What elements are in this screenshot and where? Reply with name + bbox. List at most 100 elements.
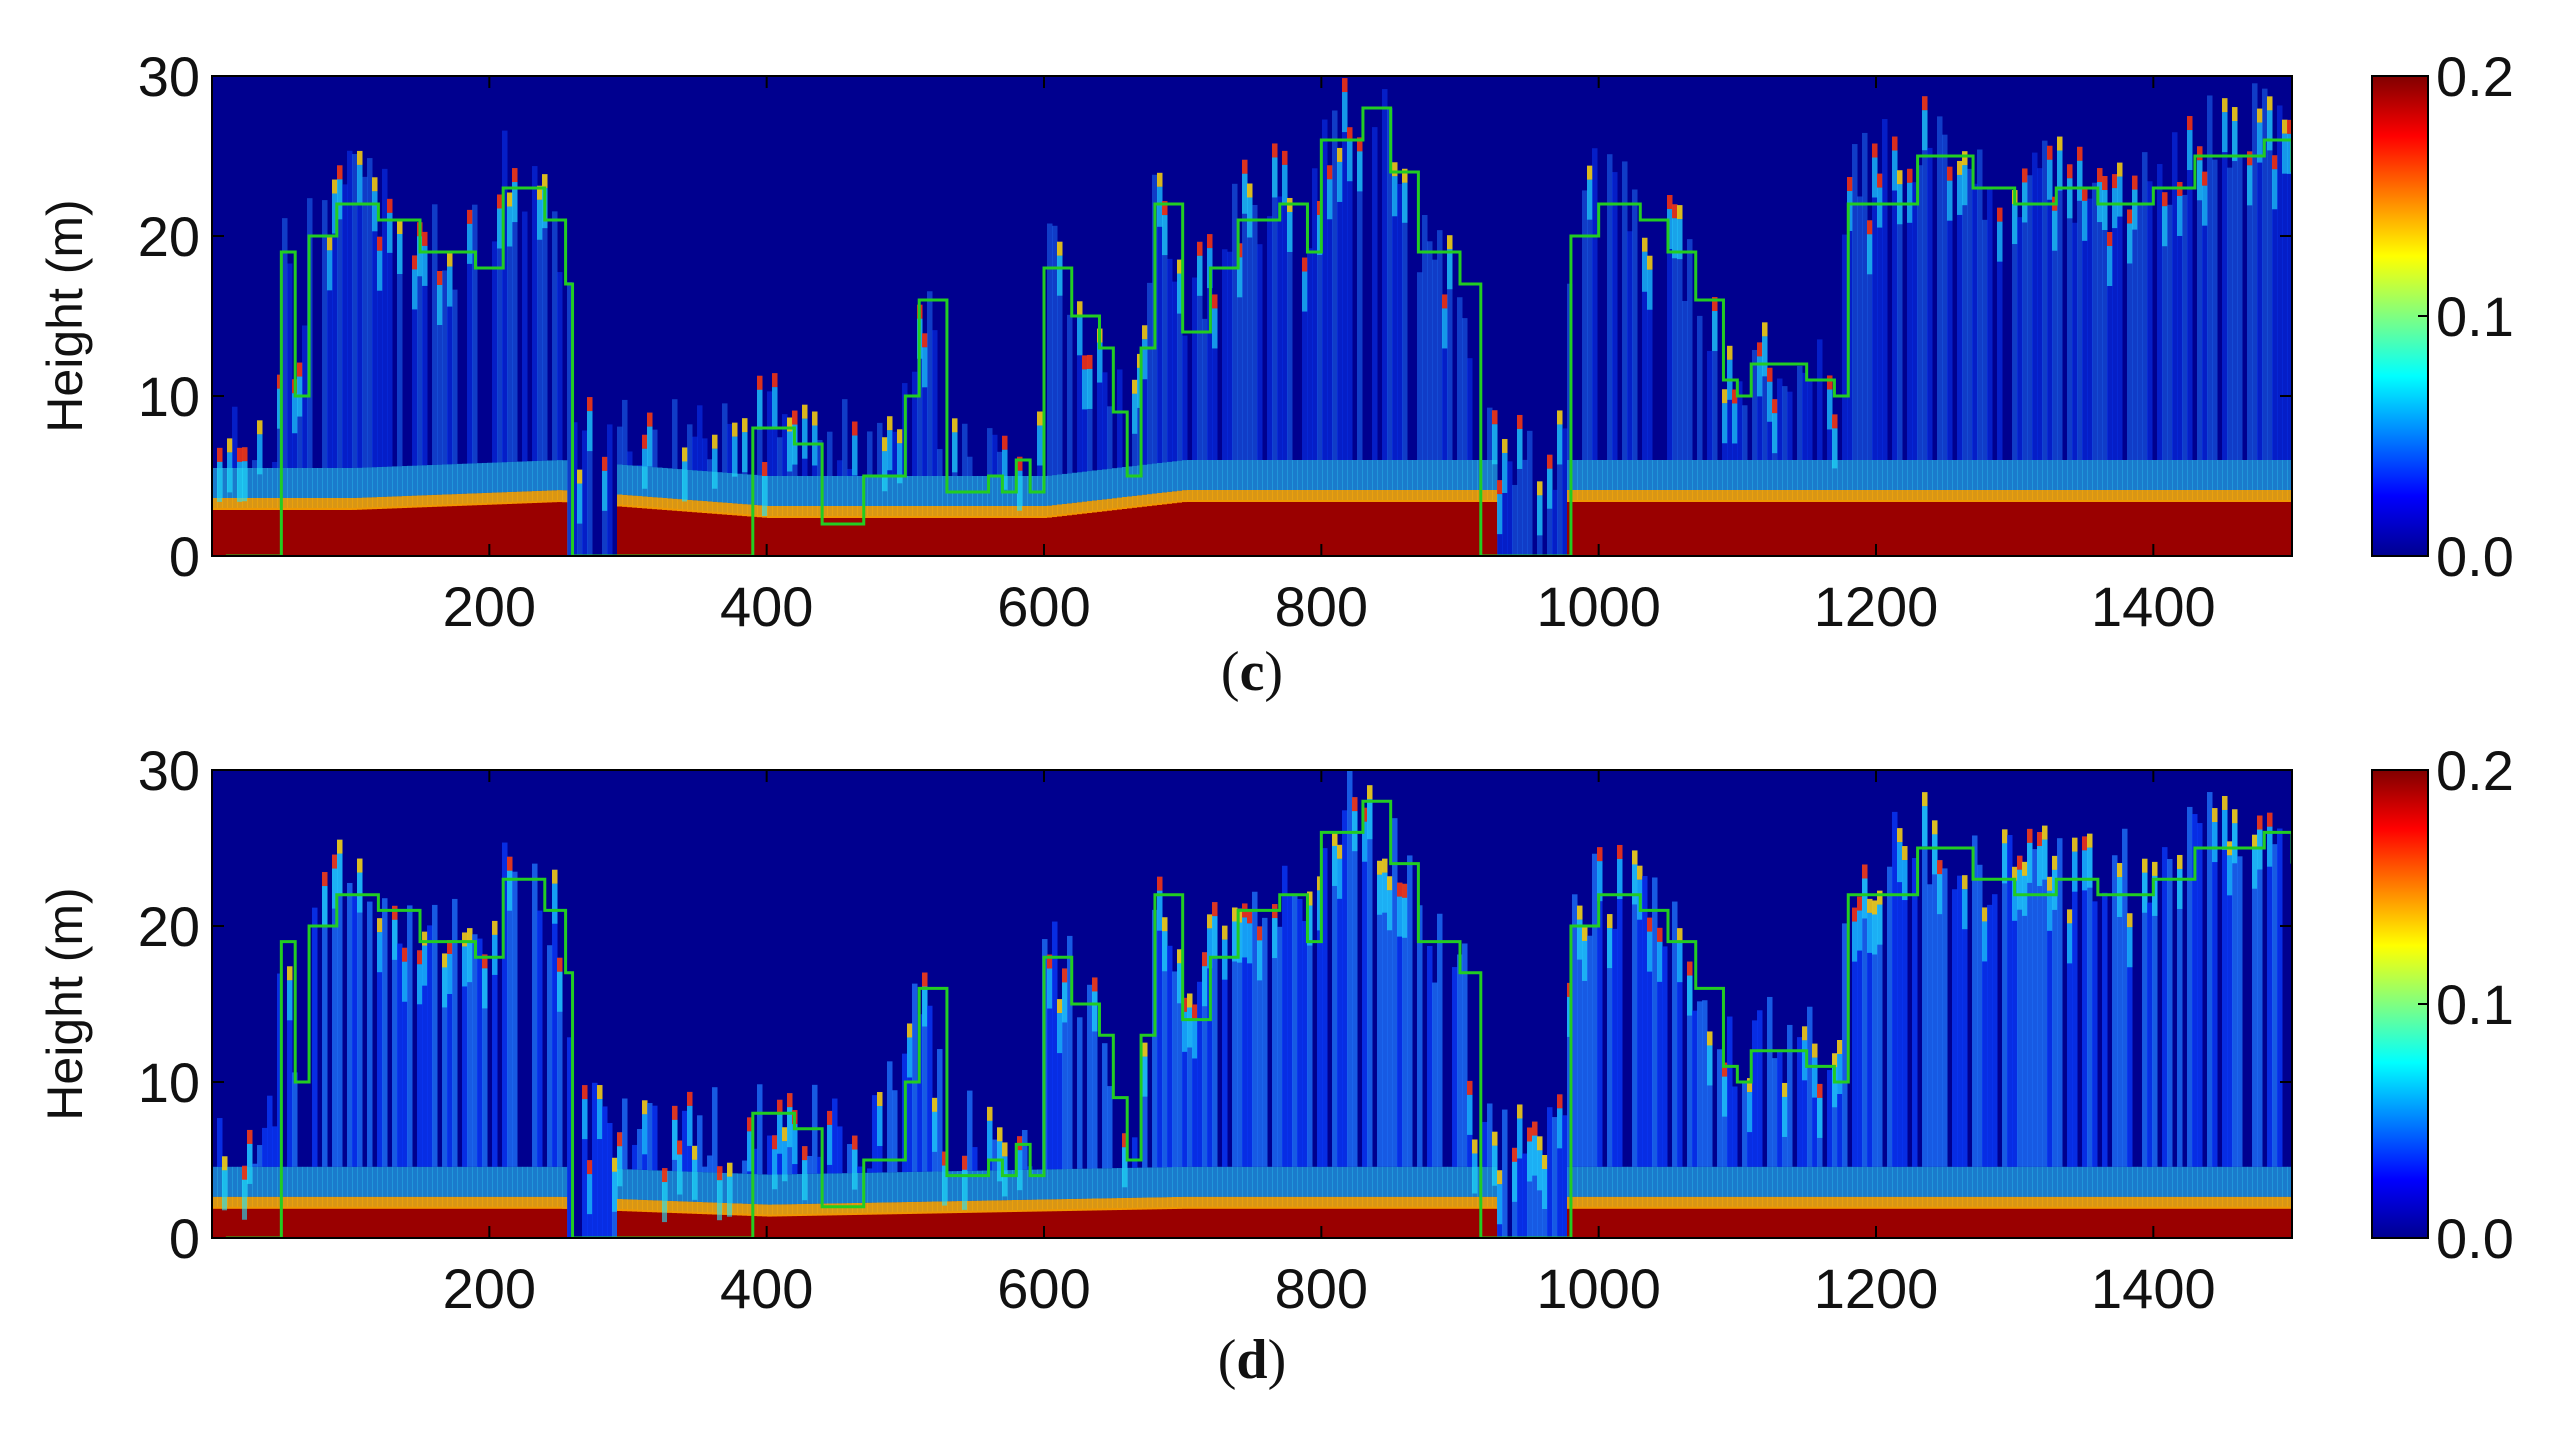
texture-strip [1167,1207,1173,1238]
texture-strip [1877,173,1883,460]
texture-strip [1672,901,1678,1167]
texture-strip [1682,500,1688,556]
texture-strip [1017,1199,1023,1212]
texture-strip [1917,1206,1923,1238]
texture-strip [2042,140,2048,460]
texture-strip [457,1206,463,1238]
texture-strip [1672,500,1678,556]
texture-strip [382,898,388,1167]
texture-strip [1957,875,1963,1167]
texture-strip [437,285,443,326]
texture-strip [2122,500,2128,556]
texture-strip [1927,500,1933,556]
texture-strip [1782,500,1788,556]
texture-strip [1802,1026,1808,1041]
texture-strip [987,1106,993,1121]
texture-strip [1587,490,1593,502]
texture-strip [1257,244,1263,460]
texture-strip [1697,460,1703,490]
texture-strip [1667,1206,1673,1238]
texture-strip [1732,1086,1738,1167]
texture-strip [547,1166,553,1197]
texture-strip [2117,1196,2123,1209]
y-tick-label: 20 [138,205,200,268]
texture-strip [982,1170,988,1201]
texture-strip [1627,1206,1633,1238]
texture-strip [1447,1206,1453,1238]
texture-strip [1237,243,1243,460]
texture-strip [542,174,548,189]
texture-strip [277,973,283,1167]
texture-strip [422,1166,428,1197]
texture-strip [1332,1206,1338,1238]
texture-strip [447,939,453,954]
texture-strip [1117,1208,1123,1238]
texture-strip [1722,1206,1728,1238]
texture-strip [1247,909,1253,924]
texture-strip [1052,475,1058,506]
texture-strip [1972,1166,1978,1197]
texture-strip [1362,1196,1368,1209]
texture-strip [2172,460,2178,490]
texture-strip [732,513,738,556]
texture-strip [512,1196,518,1209]
texture-strip [2157,1196,2163,1209]
texture-strip [2157,1166,2163,1197]
texture-strip [2027,1196,2033,1209]
texture-strip [662,497,668,510]
texture-strip [2177,1206,2183,1238]
texture-strip [1072,1198,1078,1211]
texture-strip [1327,179,1333,220]
texture-strip [672,1211,678,1238]
texture-strip [1162,1197,1168,1210]
texture-strip [1162,917,1168,1168]
texture-strip [1772,399,1778,414]
texture-strip [447,252,453,267]
texture-strip [1707,1031,1713,1046]
texture-strip [1597,1166,1603,1197]
texture-strip [1512,1147,1518,1162]
texture-strip [887,1202,893,1215]
texture-strip [627,495,633,508]
texture-strip [1907,168,1913,183]
texture-strip [2277,828,2283,1167]
texture-strip [2097,182,2103,223]
texture-strip [817,516,823,556]
texture-strip [977,1200,983,1213]
texture-strip [982,506,988,518]
texture-strip [1827,1196,1833,1209]
texture-strip [1427,460,1433,490]
texture-strip [1102,1208,1108,1238]
texture-strip [1912,1196,1918,1209]
texture-strip [1797,1206,1803,1238]
texture-strip [907,1201,913,1214]
texture-strip [1977,1206,1983,1238]
texture-strip [1317,460,1323,490]
texture-strip [382,506,388,556]
texture-strip [1672,460,1678,490]
texture-strip [2177,195,2183,236]
texture-strip [1912,500,1918,556]
texture-strip [1127,496,1133,509]
texture-strip [887,1212,893,1238]
texture-strip [1392,1206,1398,1238]
texture-strip [557,957,563,1167]
texture-strip [1292,893,1298,1167]
texture-strip [1317,500,1323,556]
texture-strip [612,1157,618,1172]
texture-strip [347,498,353,510]
texture-strip [1812,500,1818,556]
texture-strip [497,1206,503,1238]
texture-strip [727,1176,733,1217]
texture-strip [1777,460,1783,490]
texture-strip [1412,460,1418,490]
texture-strip [1487,490,1493,502]
texture-strip [332,854,338,869]
texture-strip [742,1203,748,1216]
texture-strip [1782,1082,1788,1097]
texture-strip [472,1196,478,1209]
texture-strip [1002,1200,1008,1213]
texture-strip [1217,490,1223,502]
texture-strip [567,1037,573,1238]
texture-strip [1907,168,1913,460]
